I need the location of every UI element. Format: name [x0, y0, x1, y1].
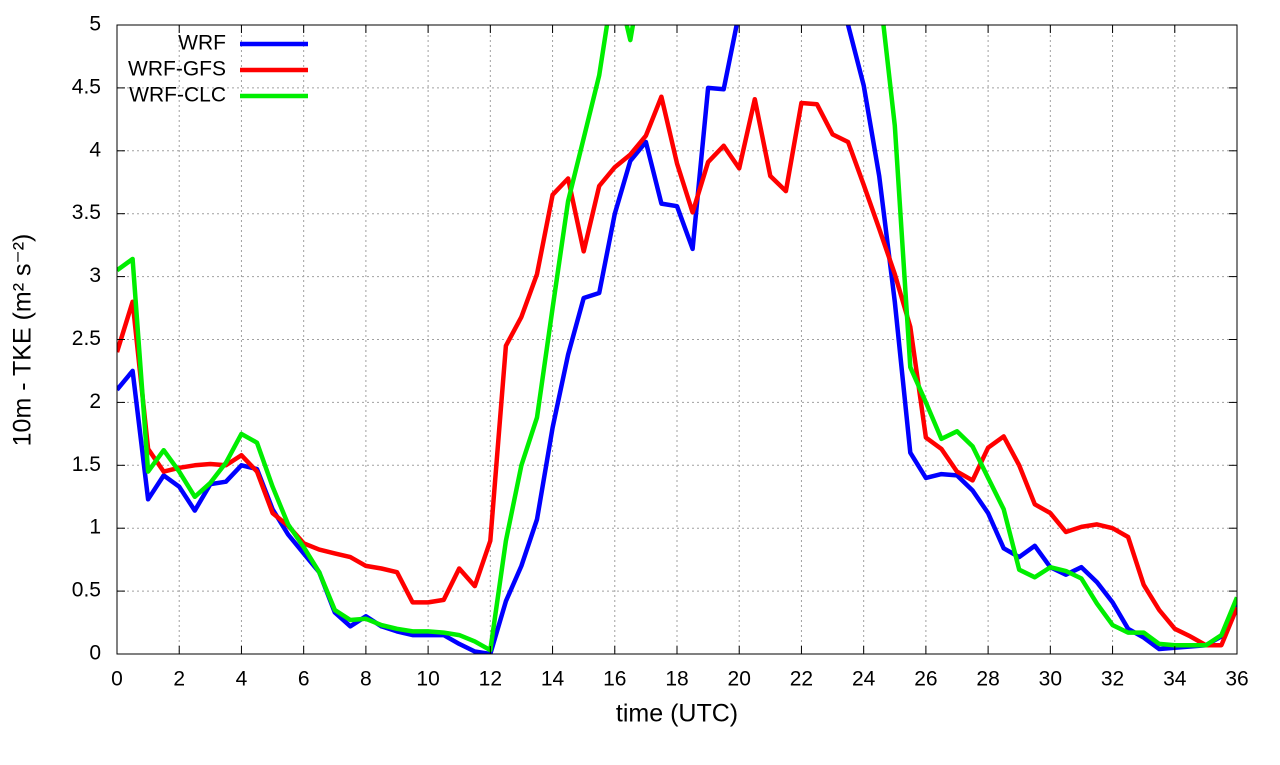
legend: WRF WRF-GFS WRF-CLC: [128, 32, 308, 107]
x-tick-label: 16: [603, 668, 626, 691]
legend-label: WRF-GFS: [128, 58, 226, 81]
x-tick-label: 36: [1225, 668, 1248, 691]
x-tick-label: 30: [1039, 668, 1062, 691]
y-tick-label: 5: [89, 13, 101, 36]
y-tick-label: 4.5: [72, 75, 101, 98]
x-tick-label: 18: [665, 668, 688, 691]
data-line: [117, 25, 1237, 653]
axes: 00.511.522.533.544.550 2 4 6 8 10 12 14 16 18 20 22…: [72, 13, 1249, 691]
y-tick-label: 2.5: [72, 327, 101, 350]
y-tick-label: 4: [89, 138, 101, 161]
x-tick-label: 10: [416, 668, 439, 691]
legend-label: WRF: [178, 32, 226, 55]
x-tick-label: 0: [111, 668, 123, 691]
legend-label: WRF-CLC: [129, 84, 226, 107]
x-tick-label: 32: [1101, 668, 1124, 691]
x-tick-label: 8: [360, 668, 372, 691]
x-tick-label: 22: [790, 668, 813, 691]
y-tick-label: 3.5: [72, 201, 101, 224]
y-tick-label: 0.5: [72, 579, 101, 602]
y-tick-label: 0: [89, 642, 101, 665]
x-tick-label: 12: [479, 668, 502, 691]
plot-area: [117, 25, 1237, 654]
x-tick-label: 34: [1163, 668, 1187, 691]
y-axis-label: 10m - TKE (m² s⁻²): [9, 234, 37, 447]
x-tick-label: 14: [541, 668, 565, 691]
y-tick-label: 3: [89, 264, 101, 287]
y-tick-label: 2: [89, 390, 101, 413]
x-tick-label: 28: [976, 668, 999, 691]
x-tick-label: 6: [298, 668, 310, 691]
x-tick-label: 24: [852, 668, 876, 691]
y-tick-label: 1.5: [72, 453, 101, 476]
x-tick-label: 20: [728, 668, 751, 691]
x-axis-label: time (UTC): [616, 700, 738, 728]
x-tick-label: 26: [914, 668, 937, 691]
x-tick-label: 2: [173, 668, 185, 691]
y-tick-label: 1: [89, 516, 101, 539]
x-tick-label: 4: [236, 668, 248, 691]
grid: [116, 24, 1238, 655]
